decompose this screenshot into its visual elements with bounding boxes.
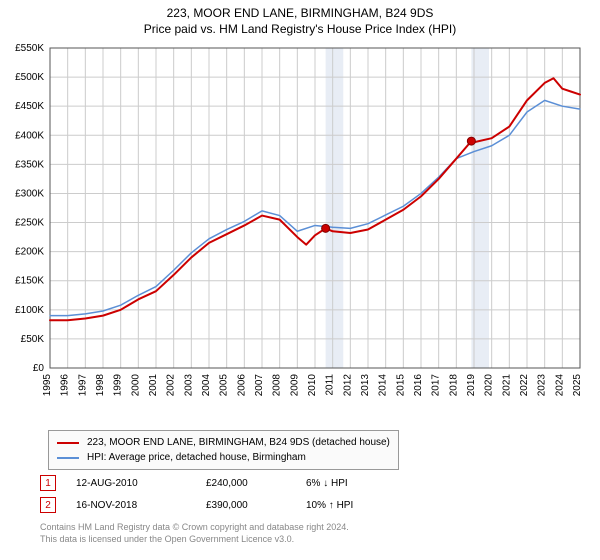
- sale-date-1: 12-AUG-2010: [76, 478, 206, 489]
- svg-text:2005: 2005: [219, 374, 230, 397]
- svg-text:2000: 2000: [130, 374, 141, 397]
- svg-text:£200K: £200K: [15, 247, 44, 258]
- svg-text:£500K: £500K: [15, 72, 44, 83]
- svg-text:2011: 2011: [325, 374, 336, 396]
- sale-price-2: £390,000: [206, 500, 306, 511]
- svg-text:2003: 2003: [183, 374, 194, 397]
- svg-text:£250K: £250K: [15, 218, 44, 229]
- sale-row-2: 2 16-NOV-2018 £390,000 10% ↑ HPI: [40, 494, 406, 516]
- legend: 223, MOOR END LANE, BIRMINGHAM, B24 9DS …: [48, 430, 399, 470]
- price-chart: £0 £50K £100K £150K £200K £250K £300K £350K £400…: [0, 40, 600, 420]
- legend-item-hpi: HPI: Average price, detached house, Birm…: [57, 450, 390, 465]
- svg-text:1999: 1999: [113, 374, 124, 397]
- chart-title-block: 223, MOOR END LANE, BIRMINGHAM, B24 9DS …: [0, 0, 600, 37]
- svg-text:2019: 2019: [466, 374, 477, 397]
- svg-text:2014: 2014: [378, 374, 389, 397]
- svg-text:2015: 2015: [395, 374, 406, 397]
- chart-title-line2: Price paid vs. HM Land Registry's House …: [0, 22, 600, 38]
- sale-change-1: 6% ↓ HPI: [306, 478, 406, 489]
- legend-label-hpi: HPI: Average price, detached house, Birm…: [87, 450, 306, 465]
- footer-line1: Contains HM Land Registry data © Crown c…: [40, 522, 349, 534]
- svg-text:2001: 2001: [148, 374, 159, 397]
- sale-price-1: £240,000: [206, 478, 306, 489]
- svg-text:2016: 2016: [413, 374, 424, 397]
- footer-attribution: Contains HM Land Registry data © Crown c…: [40, 522, 349, 545]
- sales-table: 1 12-AUG-2010 £240,000 6% ↓ HPI 2 16-NOV…: [40, 472, 406, 516]
- svg-text:2010: 2010: [307, 374, 318, 397]
- svg-text:2004: 2004: [201, 374, 212, 397]
- svg-text:2025: 2025: [572, 374, 583, 397]
- svg-text:£450K: £450K: [15, 101, 44, 112]
- svg-text:1996: 1996: [60, 374, 71, 397]
- svg-text:2007: 2007: [254, 374, 265, 397]
- sale-marker-1: 1: [40, 475, 56, 491]
- svg-text:2020: 2020: [484, 374, 495, 397]
- svg-text:£50K: £50K: [21, 334, 45, 345]
- svg-text:£400K: £400K: [15, 130, 44, 141]
- svg-text:2021: 2021: [501, 374, 512, 397]
- sale-change-2: 10% ↑ HPI: [306, 500, 406, 511]
- footer-line2: This data is licensed under the Open Gov…: [40, 534, 349, 546]
- chart-title-line1: 223, MOOR END LANE, BIRMINGHAM, B24 9DS: [0, 6, 600, 22]
- svg-text:2006: 2006: [236, 374, 247, 397]
- sale-row-1: 1 12-AUG-2010 £240,000 6% ↓ HPI: [40, 472, 406, 494]
- svg-text:1995: 1995: [42, 374, 53, 397]
- legend-swatch-hpi: [57, 457, 79, 459]
- svg-text:2018: 2018: [448, 374, 459, 397]
- svg-text:£150K: £150K: [15, 276, 44, 287]
- sale-marker-2-num: 2: [45, 500, 51, 511]
- svg-text:2023: 2023: [537, 374, 548, 397]
- svg-text:2008: 2008: [272, 374, 283, 397]
- svg-text:2024: 2024: [554, 374, 565, 397]
- legend-item-property: 223, MOOR END LANE, BIRMINGHAM, B24 9DS …: [57, 435, 390, 450]
- legend-label-property: 223, MOOR END LANE, BIRMINGHAM, B24 9DS …: [87, 435, 390, 450]
- svg-text:1998: 1998: [95, 374, 106, 397]
- svg-text:£550K: £550K: [15, 43, 44, 54]
- svg-text:£0: £0: [33, 363, 45, 374]
- chart-container: £0 £50K £100K £150K £200K £250K £300K £350K £400…: [0, 40, 600, 420]
- svg-text:2009: 2009: [289, 374, 300, 397]
- svg-text:1997: 1997: [77, 374, 88, 397]
- svg-text:2002: 2002: [166, 374, 177, 397]
- svg-text:2013: 2013: [360, 374, 371, 397]
- svg-text:£300K: £300K: [15, 188, 44, 199]
- svg-text:2017: 2017: [431, 374, 442, 397]
- svg-text:£100K: £100K: [15, 305, 44, 316]
- svg-text:£350K: £350K: [15, 159, 44, 170]
- legend-swatch-property: [57, 442, 79, 444]
- sale-date-2: 16-NOV-2018: [76, 500, 206, 511]
- sale-marker-1-num: 1: [45, 478, 51, 489]
- sale-marker-2: 2: [40, 497, 56, 513]
- svg-text:2022: 2022: [519, 374, 530, 397]
- svg-text:2012: 2012: [342, 374, 353, 397]
